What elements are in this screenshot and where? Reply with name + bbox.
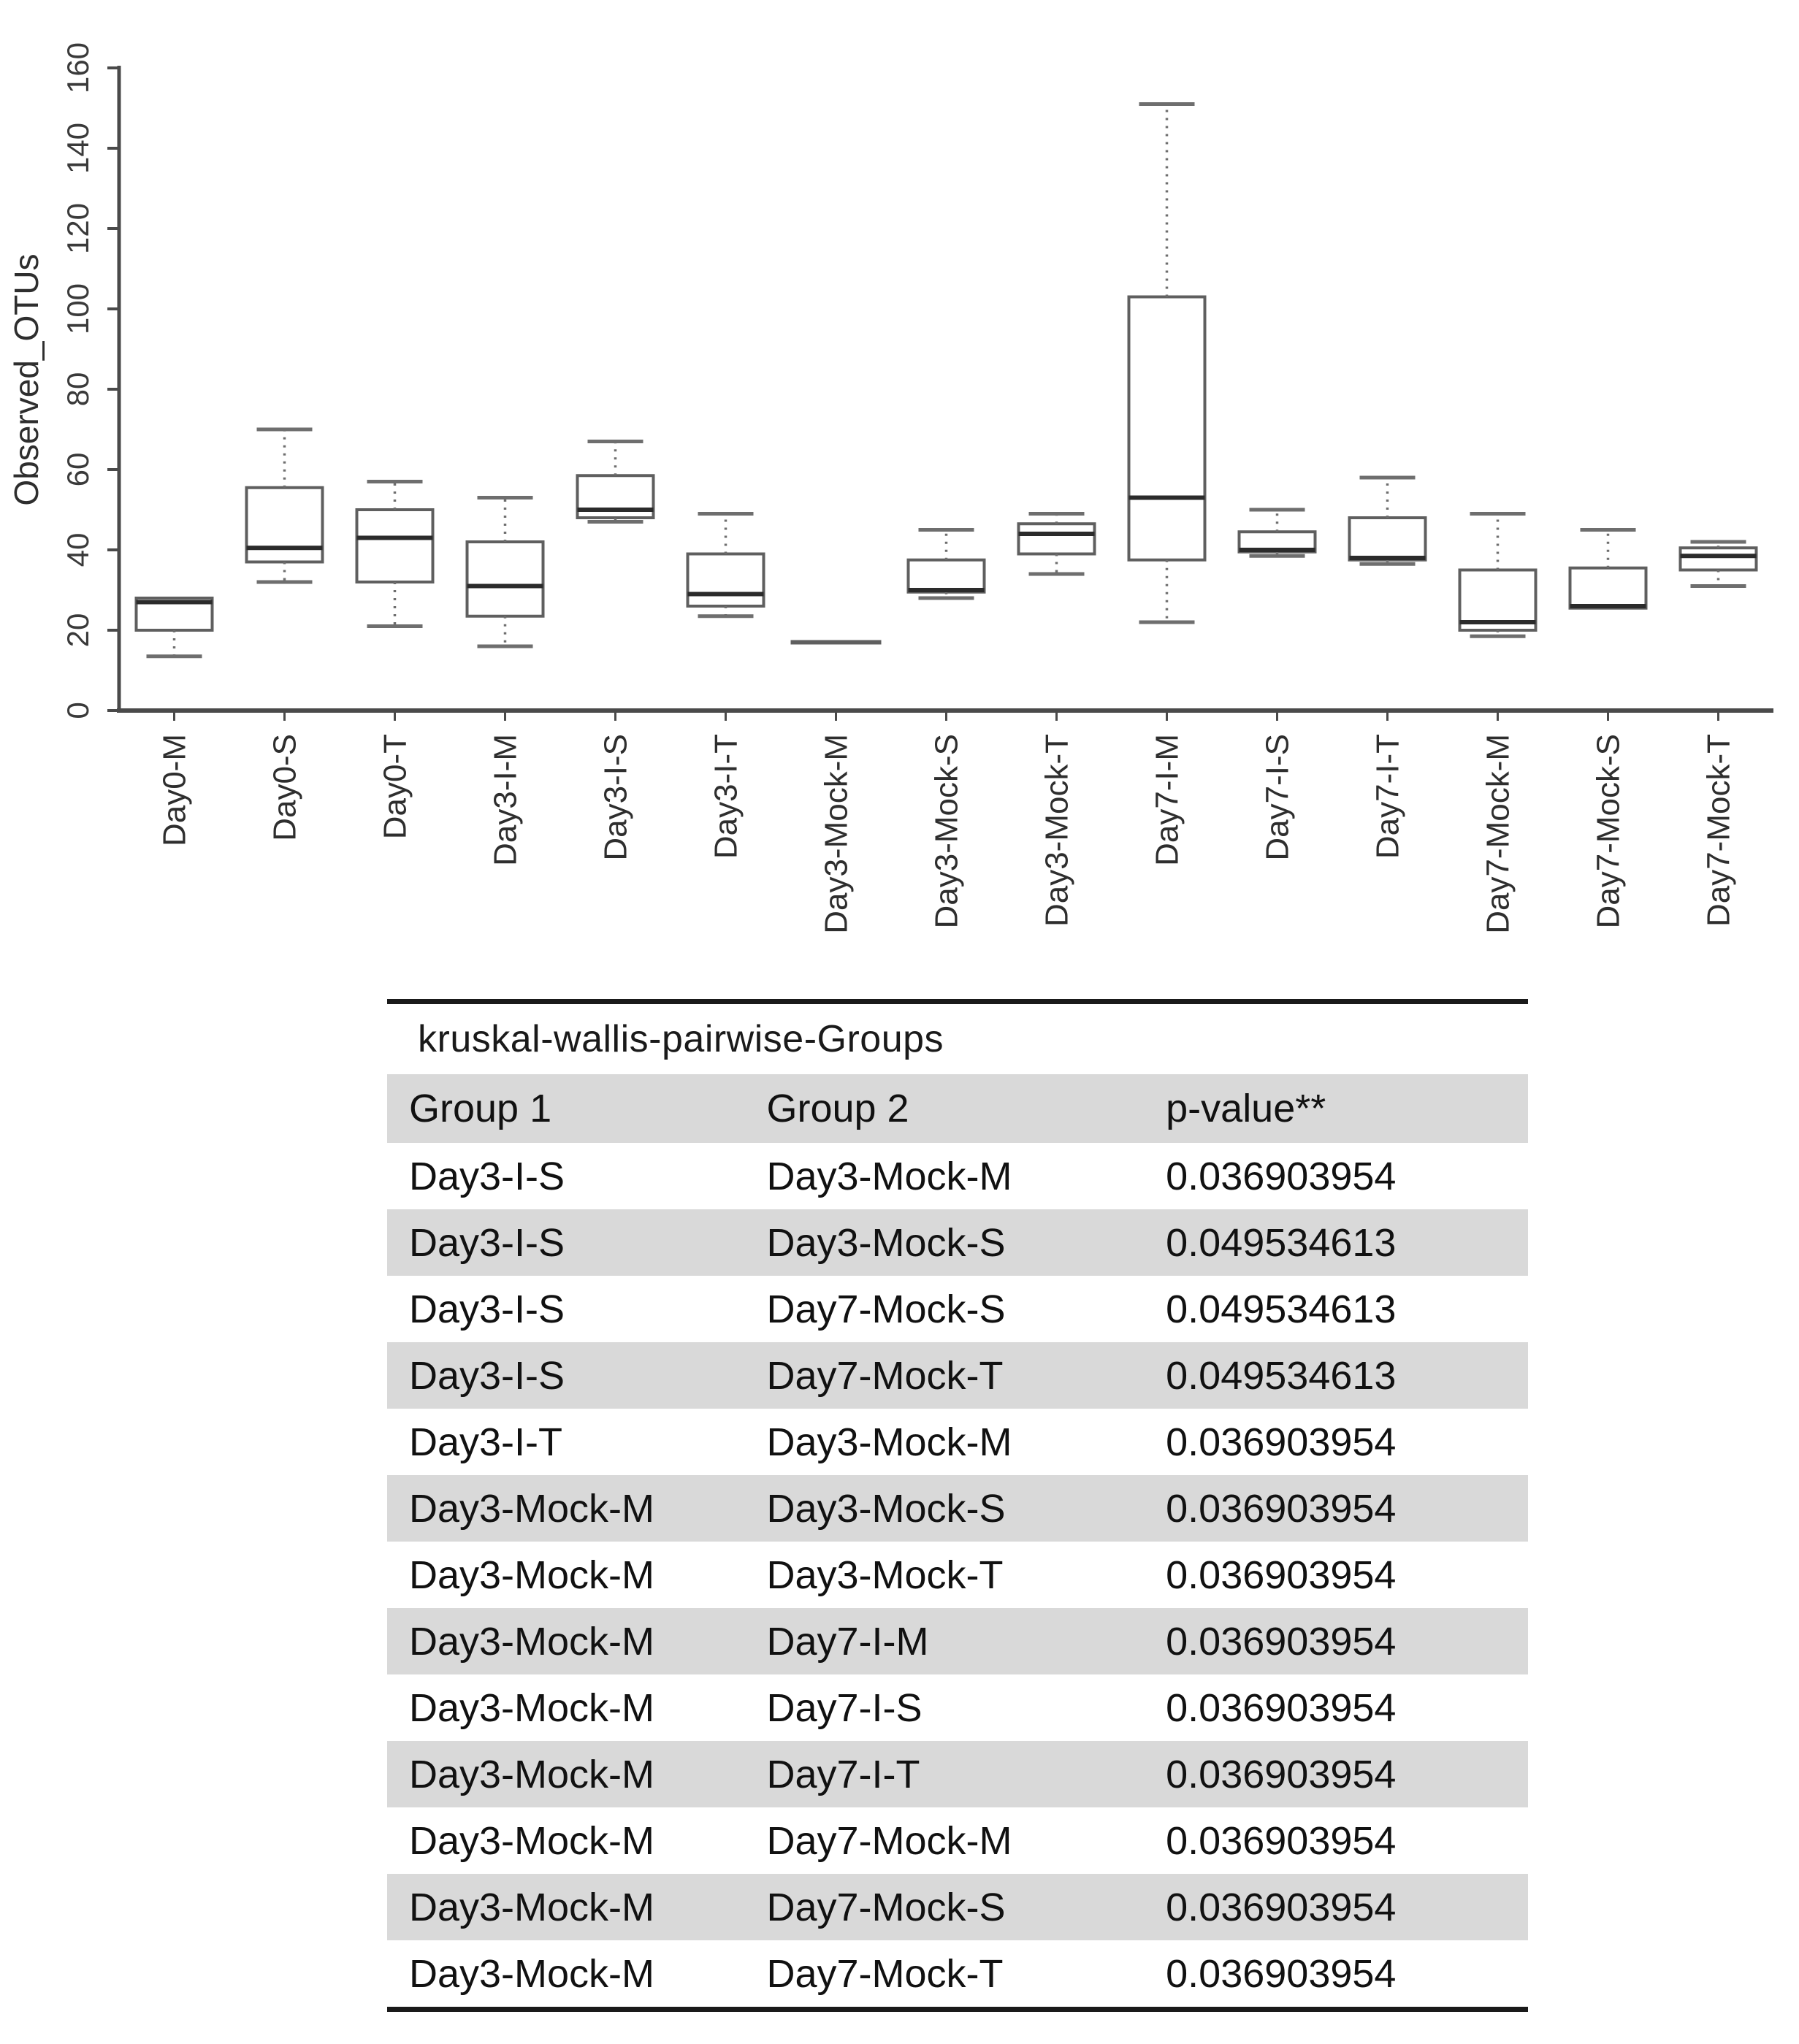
y-tick-label: 160 (61, 42, 95, 93)
x-tick-label: Day7-I-T (1370, 734, 1406, 859)
group2-cell: Day3-Mock-T (766, 1553, 1004, 1597)
table-row: Day3-Mock-M Day7-Mock-S 0.036903954 (387, 1874, 1528, 1940)
group1-cell: Day3-I-S (409, 1154, 565, 1198)
pvalue-cell: 0.036903954 (1166, 1420, 1397, 1464)
x-tick-label: Day0-S (267, 734, 303, 841)
y-tick-label: 40 (61, 533, 95, 567)
group1-cell: Day3-Mock-M (409, 1818, 655, 1863)
group2-cell: Day7-Mock-M (766, 1818, 1012, 1863)
table-row: Day3-Mock-M Day3-Mock-T 0.036903954 (387, 1542, 1528, 1608)
group2-cell: Day7-Mock-T (766, 1353, 1004, 1398)
group1-cell: Day3-I-S (409, 1353, 565, 1398)
group1-cell: Day3-Mock-M (409, 1486, 655, 1531)
table-row: Day3-Mock-M Day3-Mock-S 0.036903954 (387, 1475, 1528, 1542)
pvalue-cell: 0.036903954 (1166, 1685, 1397, 1730)
pvalue-cell: 0.036903954 (1166, 1486, 1397, 1531)
group1-cell: Day3-Mock-M (409, 1752, 655, 1796)
table-row: Day3-Mock-M Day7-Mock-T 0.036903954 (387, 1940, 1528, 2007)
table-header-group2: Group 2 (766, 1087, 909, 1130)
box-Day7-Mock-T (1678, 546, 1758, 572)
box-Day7-Mock-S (1568, 566, 1648, 610)
pvalue-cell: 0.036903954 (1166, 1752, 1397, 1796)
pvalue-cell: 0.049534613 (1166, 1220, 1397, 1265)
x-tick-label: Day7-Mock-M (1481, 734, 1516, 934)
box-Day0-S (245, 486, 324, 564)
x-tick-label: Day0-T (378, 734, 413, 839)
group2-cell: Day7-Mock-S (766, 1287, 1006, 1331)
table-header-pvalue: p-value** (1166, 1087, 1326, 1130)
table-row: Day3-Mock-M Day7-Mock-M 0.036903954 (387, 1807, 1528, 1874)
box-Day7-I-M (1127, 295, 1207, 562)
pvalue-cell: 0.036903954 (1166, 1885, 1397, 1929)
table-row: Day3-Mock-M Day7-I-S 0.036903954 (387, 1674, 1528, 1741)
group1-cell: Day3-Mock-M (409, 1619, 655, 1664)
pvalue-cell: 0.049534613 (1166, 1287, 1397, 1331)
y-tick-label: 100 (61, 283, 95, 334)
group2-cell: Day7-Mock-S (766, 1885, 1006, 1929)
box-Day3-Mock-T (1017, 522, 1096, 556)
group1-cell: Day3-Mock-M (409, 1885, 655, 1929)
table-body: Day3-I-S Day3-Mock-M 0.036903954 Day3-I-S Da… (387, 1143, 1528, 2007)
x-tick-label: Day7-I-M (1150, 734, 1185, 866)
x-tick-label: Day7-Mock-T (1701, 734, 1737, 927)
x-tick-label: Day7-Mock-S (1591, 734, 1627, 929)
y-tick-label: 140 (61, 123, 95, 174)
box-Day0-T (355, 508, 435, 583)
table-row: Day3-I-T Day3-Mock-M 0.036903954 (387, 1409, 1528, 1475)
pvalue-cell: 0.036903954 (1166, 1951, 1397, 1996)
x-tick-label: Day3-I-M (488, 734, 524, 866)
pvalue-cell: 0.036903954 (1166, 1553, 1397, 1597)
group1-cell: Day3-I-S (409, 1287, 565, 1331)
pvalue-cell: 0.049534613 (1166, 1353, 1397, 1398)
table-top-rule (387, 999, 1528, 1004)
y-tick-label: 20 (61, 613, 95, 648)
x-tick-label: Day3-Mock-S (929, 734, 965, 929)
y-tick-label: 60 (61, 453, 95, 487)
pvalue-cell: 0.036903954 (1166, 1154, 1397, 1198)
table-row: Day3-I-S Day7-Mock-T 0.049534613 (387, 1342, 1528, 1409)
box-Day3-I-M (465, 540, 545, 618)
x-tick-label: Day7-I-S (1260, 734, 1296, 861)
table-title: kruskal-wallis-pairwise-Groups (418, 1018, 944, 1060)
box-Day3-Mock-S (906, 558, 986, 594)
y-tick-label: 80 (61, 372, 95, 407)
table-header-row: Group 1 Group 2 p-value** (387, 1074, 1528, 1143)
group2-cell: Day7-Mock-T (766, 1951, 1004, 1996)
group1-cell: Day3-Mock-M (409, 1553, 655, 1597)
y-axis-label: Observed_OTUs (7, 253, 45, 505)
table-header-group1: Group 1 (409, 1087, 552, 1130)
table-bottom-rule (387, 2007, 1528, 2012)
pvalue-cell: 0.036903954 (1166, 1619, 1397, 1664)
y-tick-label: 0 (61, 702, 95, 719)
group1-cell: Day3-Mock-M (409, 1951, 655, 1996)
table-row: Day3-Mock-M Day7-I-M 0.036903954 (387, 1608, 1528, 1674)
box-Day7-I-T (1348, 516, 1427, 562)
x-tick-label: Day3-I-S (598, 734, 634, 861)
x-tick-label: Day3-Mock-T (1039, 734, 1075, 927)
group1-cell: Day3-I-T (409, 1420, 563, 1464)
group1-cell: Day3-I-S (409, 1220, 565, 1265)
group2-cell: Day7-I-S (766, 1685, 923, 1730)
x-tick-label: Day0-M (157, 734, 193, 846)
group2-cell: Day7-I-T (766, 1752, 920, 1796)
table-row: Day3-Mock-M Day7-I-T 0.036903954 (387, 1741, 1528, 1807)
x-tick-label: Day3-I-T (708, 734, 744, 859)
group2-cell: Day7-I-M (766, 1619, 929, 1664)
boxplot-chart: 0 20 40 60 80 100 120 140 160 Observed_OTUs Day0-M… (7, 42, 1773, 934)
box-Day3-I-T (686, 552, 765, 608)
kruskal-wallis-table: kruskal-wallis-pairwise-Groups Group 1 G… (387, 999, 1528, 2012)
table-row: Day3-I-S Day3-Mock-S 0.049534613 (387, 1209, 1528, 1276)
table-row: Day3-I-S Day3-Mock-M 0.036903954 (387, 1143, 1528, 1209)
x-tick-label: Day3-Mock-M (819, 734, 855, 934)
y-tick-label: 120 (61, 203, 95, 254)
group1-cell: Day3-Mock-M (409, 1685, 655, 1730)
group2-cell: Day3-Mock-M (766, 1420, 1012, 1464)
group2-cell: Day3-Mock-M (766, 1154, 1012, 1198)
table-row: Day3-I-S Day7-Mock-S 0.049534613 (387, 1276, 1528, 1342)
group2-cell: Day3-Mock-S (766, 1220, 1006, 1265)
group2-cell: Day3-Mock-S (766, 1486, 1006, 1531)
pvalue-cell: 0.036903954 (1166, 1818, 1397, 1863)
